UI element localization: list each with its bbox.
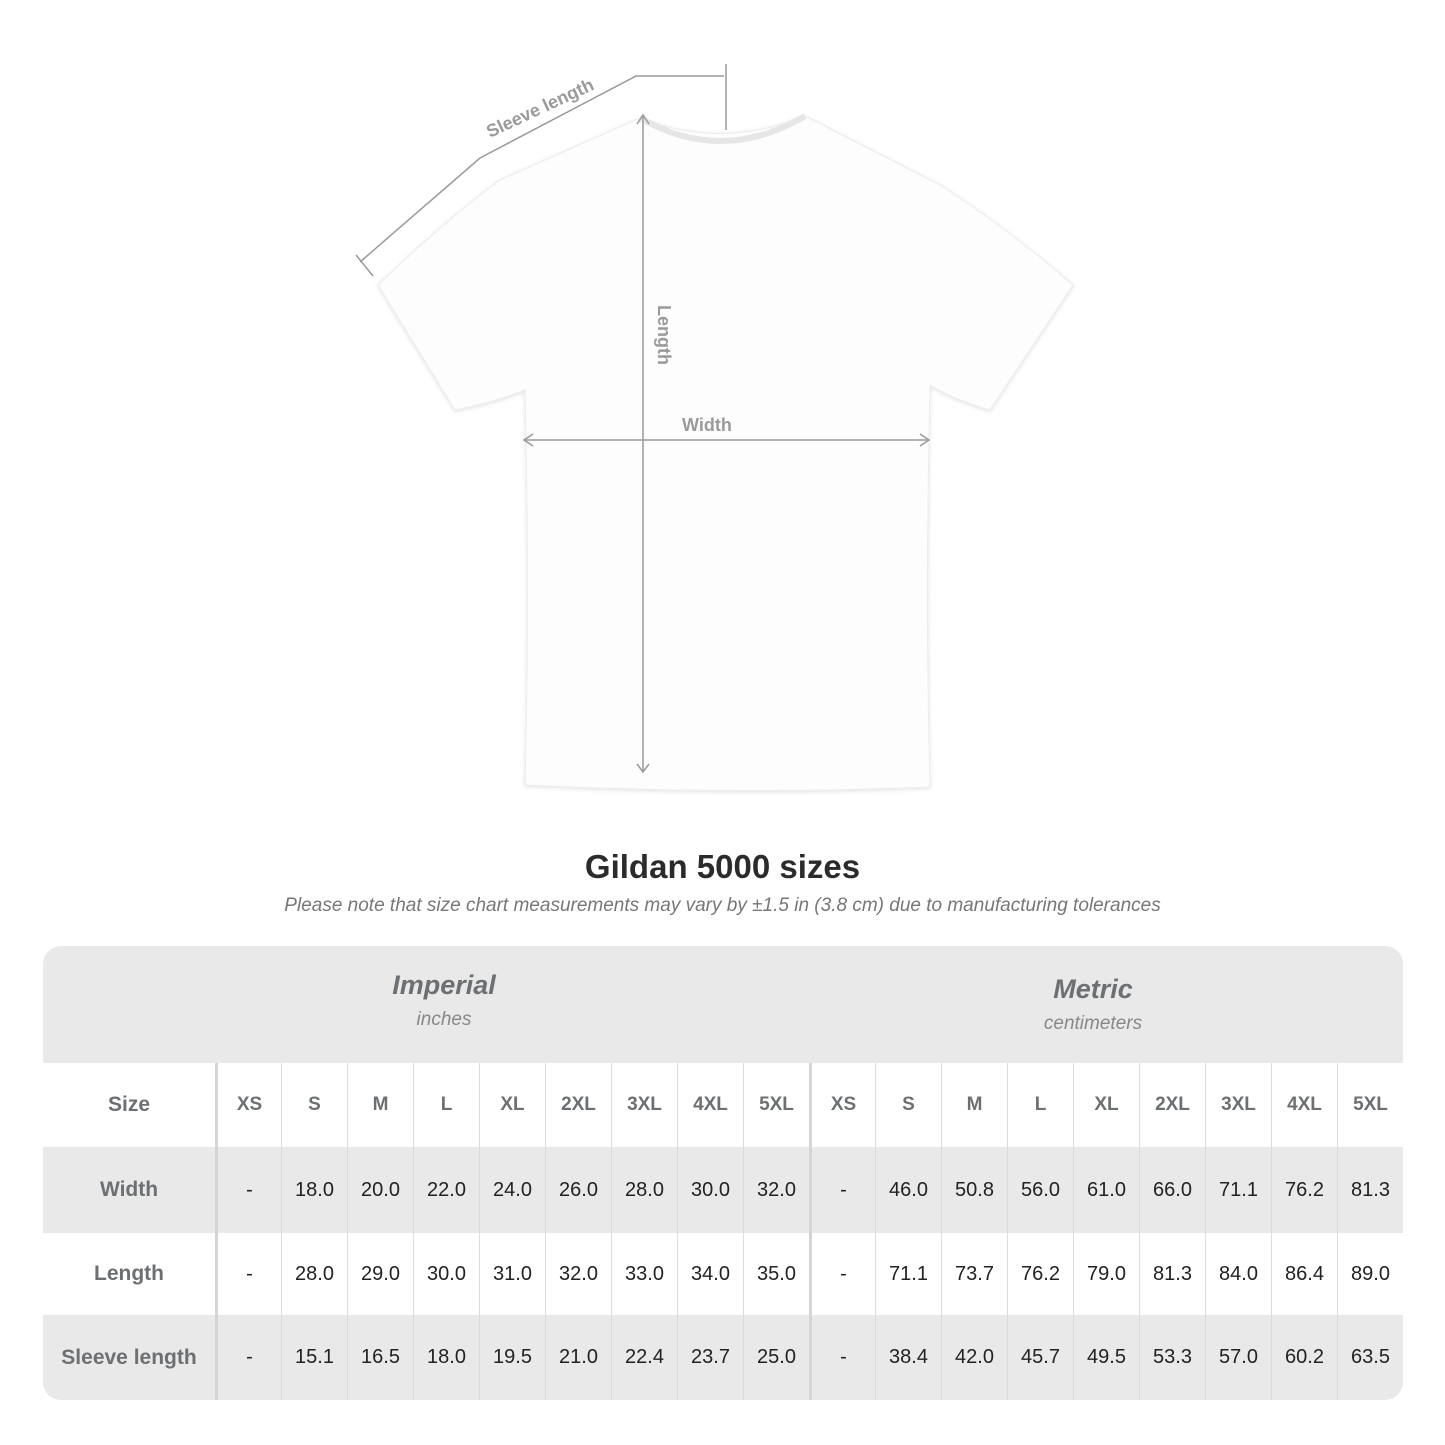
value-cell: 22.4 (611, 1315, 677, 1400)
length-label: Length (654, 305, 674, 365)
value-cell: 29.0 (347, 1233, 413, 1315)
chart-title: Gildan 5000 sizes (584, 848, 861, 885)
value-cell: 63.5 (1337, 1315, 1403, 1400)
value-cell: - (809, 1147, 875, 1233)
metric-title: Metric (1053, 974, 1133, 1004)
value-cell: 79.0 (1073, 1233, 1139, 1315)
tshirt-shape (377, 115, 1074, 792)
value-cell: 30.0 (677, 1147, 743, 1233)
value-cell: 33.0 (611, 1233, 677, 1315)
size-header-cell: XS (809, 1063, 875, 1147)
value-cell: 34.0 (677, 1233, 743, 1315)
value-cell: 31.0 (479, 1233, 545, 1315)
value-cell: 18.0 (413, 1315, 479, 1400)
value-cell: 28.0 (281, 1233, 347, 1315)
imperial-header: Imperial inches (244, 970, 644, 1031)
row-label: Width (99, 1178, 159, 1201)
value-cell: 50.8 (941, 1147, 1007, 1233)
value-cell: - (215, 1233, 281, 1315)
imperial-title: Imperial (392, 970, 496, 1000)
size-header-cell: 2XL (1139, 1063, 1205, 1147)
value-cell: 66.0 (1139, 1147, 1205, 1233)
value-cell: 32.0 (743, 1147, 809, 1233)
units-header: Imperial inches Metric centimeters (43, 946, 1403, 1063)
size-header-cell: M (941, 1063, 1007, 1147)
size-header-cell: S (281, 1063, 347, 1147)
value-cell: 20.0 (347, 1147, 413, 1233)
value-cell: 42.0 (941, 1315, 1007, 1400)
size-header-cell: 4XL (1271, 1063, 1337, 1147)
value-cell: 81.3 (1139, 1233, 1205, 1315)
value-cell: 81.3 (1337, 1147, 1403, 1233)
value-cell: 86.4 (1271, 1233, 1337, 1315)
value-cell: - (809, 1233, 875, 1315)
tolerance-note: Please note that size chart measurements… (284, 895, 1161, 916)
value-cell: 53.3 (1139, 1315, 1205, 1400)
value-cell: - (215, 1147, 281, 1233)
value-cell: 71.1 (875, 1233, 941, 1315)
size-header-cell: XL (479, 1063, 545, 1147)
row-label: Length (94, 1262, 164, 1285)
value-cell: 32.0 (545, 1233, 611, 1315)
sleeve-length-label: Sleeve length (483, 74, 597, 141)
size-header-cell: L (413, 1063, 479, 1147)
value-cell: - (809, 1315, 875, 1400)
size-header-cell: 4XL (677, 1063, 743, 1147)
value-cell: 49.5 (1073, 1315, 1139, 1400)
value-cell: 46.0 (875, 1147, 941, 1233)
table-row: Length -28.0 29.0 30.0 31.0 32.0 33.0 34.0 35.0-… (43, 1233, 1403, 1315)
size-header-cell: 5XL (1337, 1063, 1403, 1147)
value-cell: 18.0 (281, 1147, 347, 1233)
table-row: Sleeve length -15.1 16.5 18.0 19.5 21.0 22.4 23… (43, 1315, 1403, 1400)
size-header-cell: 3XL (1205, 1063, 1271, 1147)
value-cell: 57.0 (1205, 1315, 1271, 1400)
size-table: Imperial inches Metric centimeters Size X… (43, 946, 1403, 1400)
value-cell: 76.2 (1007, 1233, 1073, 1315)
value-cell: - (215, 1315, 281, 1400)
value-cell: 21.0 (545, 1315, 611, 1400)
imperial-unit: inches (416, 1009, 472, 1030)
value-cell: 84.0 (1205, 1233, 1271, 1315)
value-cell: 60.2 (1271, 1315, 1337, 1400)
size-header-cell: 5XL (743, 1063, 809, 1147)
value-cell: 89.0 (1337, 1233, 1403, 1315)
size-header-cell: 2XL (545, 1063, 611, 1147)
size-header-cell: 3XL (611, 1063, 677, 1147)
value-cell: 71.1 (1205, 1147, 1271, 1233)
metric-header: Metric centimeters (893, 974, 1293, 1035)
measure-lines (355, 64, 931, 774)
value-cell: 61.0 (1073, 1147, 1139, 1233)
value-cell: 76.2 (1271, 1147, 1337, 1233)
tshirt-diagram: Sleeve length Length Width (355, 64, 1074, 792)
value-cell: 30.0 (413, 1233, 479, 1315)
size-header-cell: L (1007, 1063, 1073, 1147)
value-cell: 19.5 (479, 1315, 545, 1400)
value-cell: 16.5 (347, 1315, 413, 1400)
value-cell: 23.7 (677, 1315, 743, 1400)
value-cell: 38.4 (875, 1315, 941, 1400)
size-header-cell: S (875, 1063, 941, 1147)
value-cell: 35.0 (743, 1233, 809, 1315)
value-cell: 45.7 (1007, 1315, 1073, 1400)
value-cell: 56.0 (1007, 1147, 1073, 1233)
value-cell: 73.7 (941, 1233, 1007, 1315)
value-cell: 24.0 (479, 1147, 545, 1233)
size-header-cell: XS (215, 1063, 281, 1147)
value-cell: 25.0 (743, 1315, 809, 1400)
size-header-cell: M (347, 1063, 413, 1147)
value-cell: 22.0 (413, 1147, 479, 1233)
value-cell: 26.0 (545, 1147, 611, 1233)
value-cell: 15.1 (281, 1315, 347, 1400)
table-row: Width -18.0 20.0 22.0 24.0 26.0 28.0 30.0 32.0-4… (43, 1147, 1403, 1233)
row-label: Size (107, 1093, 151, 1116)
value-cell: 28.0 (611, 1147, 677, 1233)
size-header-row: Size XS S M L XL 2XL 3XL 4XL 5XL XS S M L XL 2XL 3XL 4XL 5… (43, 1063, 1403, 1147)
width-label: Width (682, 415, 732, 435)
size-header-cell: XL (1073, 1063, 1139, 1147)
row-label: Sleeve length (61, 1345, 197, 1369)
metric-unit: centimeters (1043, 1013, 1143, 1034)
